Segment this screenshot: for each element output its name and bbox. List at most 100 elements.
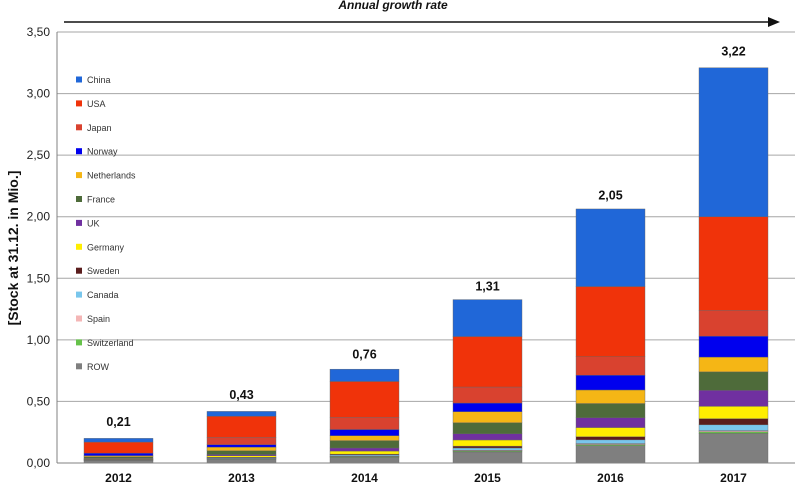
annotation-arrow-head bbox=[768, 17, 780, 27]
legend-swatch bbox=[76, 196, 82, 202]
bar-segment-canada bbox=[575, 439, 646, 444]
legend-label: China bbox=[87, 75, 111, 85]
gridlines bbox=[57, 31, 795, 464]
bar-segment-japan bbox=[329, 416, 400, 430]
legend-swatch bbox=[76, 76, 82, 83]
bar-segment-usa bbox=[329, 381, 400, 418]
legend-label: UK bbox=[87, 218, 100, 228]
bar-segment-germany bbox=[452, 439, 523, 447]
legend-swatch bbox=[76, 100, 82, 107]
bar-total-label: 1,31 bbox=[475, 280, 499, 294]
x-tick-label: 2016 bbox=[597, 471, 624, 485]
bar-segment-row bbox=[575, 445, 646, 464]
bar-total-label: 0,43 bbox=[229, 388, 253, 402]
bar-segment-france bbox=[698, 371, 769, 391]
x-tick-label: 2014 bbox=[351, 471, 378, 485]
bar-segment-row bbox=[206, 459, 277, 464]
legend-label: France bbox=[87, 195, 115, 205]
legend-swatch bbox=[76, 172, 82, 179]
bar-segment-norway bbox=[452, 402, 523, 412]
bar-segment-uk bbox=[575, 417, 646, 428]
bar-segment-switzerland bbox=[698, 431, 769, 434]
bar-segment-netherlands bbox=[329, 435, 400, 441]
bar-segment-uk bbox=[329, 447, 400, 452]
y-tick-label: 0,50 bbox=[27, 394, 51, 408]
bar-segment-germany bbox=[206, 455, 277, 458]
bar-segment-usa bbox=[575, 286, 646, 357]
bar-segment-canada bbox=[452, 447, 523, 451]
y-axis-label: [Stock at 31.12. in Mio.] bbox=[5, 171, 21, 326]
bar-segment-france bbox=[452, 422, 523, 435]
bar-segment-netherlands bbox=[575, 389, 646, 404]
bar-segment-japan bbox=[575, 356, 646, 376]
legend-swatch bbox=[76, 267, 82, 274]
bar-segment-germany bbox=[329, 450, 400, 455]
legend-swatch bbox=[76, 243, 82, 250]
bar-segment-germany bbox=[698, 406, 769, 419]
bar-segment-japan bbox=[698, 310, 769, 337]
legend-swatch bbox=[76, 148, 82, 155]
bar-total-label: 2,05 bbox=[598, 189, 622, 203]
bar-segment-germany bbox=[575, 427, 646, 437]
x-tick-label: 2015 bbox=[474, 471, 501, 485]
y-tick-label: 3,00 bbox=[27, 87, 51, 101]
legend-label: Japan bbox=[87, 123, 112, 133]
legend-label: USA bbox=[87, 99, 106, 109]
bar-segment-china bbox=[698, 67, 769, 217]
bar-segment-usa bbox=[83, 441, 154, 454]
legend-swatch bbox=[76, 339, 82, 346]
bar-segment-sweden bbox=[575, 436, 646, 441]
y-tick-label: 2,00 bbox=[27, 210, 51, 224]
y-tick-label: 3,50 bbox=[27, 25, 51, 39]
bar-segment-china bbox=[329, 368, 400, 382]
legend-swatch bbox=[76, 291, 82, 298]
bar-segment-row bbox=[452, 451, 523, 464]
legend-swatch bbox=[76, 363, 82, 370]
bar-segment-uk bbox=[452, 433, 523, 441]
x-tick-label: 2012 bbox=[105, 471, 132, 485]
bar-segment-netherlands bbox=[452, 411, 523, 423]
annotation-label: Annual growth rate bbox=[337, 0, 448, 12]
legend: China USA Japan Norway Netherlands France UK Ge… bbox=[76, 75, 136, 372]
bar-total-label: 0,76 bbox=[352, 347, 376, 361]
y-tick-label: 1,00 bbox=[27, 333, 51, 347]
bar-segment-norway bbox=[698, 335, 769, 358]
legend-label: Canada bbox=[87, 290, 119, 300]
legend-label: Sweden bbox=[87, 266, 120, 276]
bar-segment-france bbox=[329, 440, 400, 449]
legend-label: Norway bbox=[87, 147, 118, 157]
legend-swatch bbox=[76, 219, 82, 226]
bar-segment-sweden bbox=[698, 418, 769, 426]
bar-segment-row bbox=[698, 433, 769, 464]
legend-swatch bbox=[76, 315, 82, 322]
bar-segment-china bbox=[452, 299, 523, 337]
bar-segment-uk bbox=[698, 390, 769, 407]
bar-segment-row bbox=[329, 457, 400, 464]
bar-segment-norway bbox=[83, 452, 154, 456]
bar-segment-china bbox=[206, 411, 277, 417]
bar-segment-france bbox=[575, 403, 646, 418]
bar-segment-usa bbox=[698, 216, 769, 311]
bar-segment-netherlands bbox=[698, 356, 769, 373]
bar-segment-china bbox=[575, 208, 646, 287]
bar-segment-japan bbox=[452, 386, 523, 404]
bar-segment-canada bbox=[698, 424, 769, 431]
axes: 0,00 0,50 1,00 1,50 2,00 2,50 3,00 3,50 2012 2013… bbox=[27, 25, 795, 485]
bar-total-label: 3,22 bbox=[721, 44, 745, 58]
bar-segment-china bbox=[83, 438, 154, 443]
bar-segment-usa bbox=[452, 336, 523, 388]
x-tick-label: 2017 bbox=[720, 471, 747, 485]
legend-label: Netherlands bbox=[87, 171, 136, 181]
bar-segment-sweden bbox=[452, 445, 523, 449]
bar-segment-norway bbox=[575, 374, 646, 391]
x-tick-label: 2013 bbox=[228, 471, 255, 485]
legend-label: Germany bbox=[87, 242, 125, 252]
bar-segment-japan bbox=[206, 437, 277, 445]
legend-swatch bbox=[76, 124, 82, 131]
y-tick-label: 2,50 bbox=[27, 148, 51, 162]
bar-segment-france bbox=[206, 450, 277, 455]
bar-segment-norway bbox=[206, 444, 277, 448]
legend-label: Spain bbox=[87, 314, 110, 324]
legend-label: ROW bbox=[87, 362, 110, 372]
